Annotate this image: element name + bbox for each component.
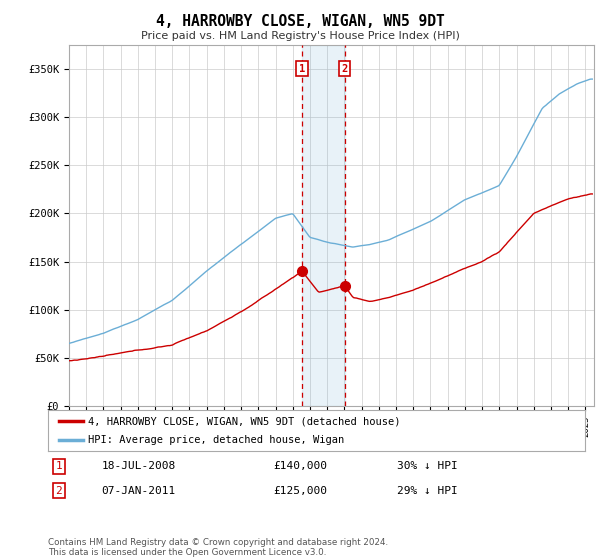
Text: 1: 1	[55, 461, 62, 472]
Text: Price paid vs. HM Land Registry's House Price Index (HPI): Price paid vs. HM Land Registry's House …	[140, 31, 460, 41]
Text: 30% ↓ HPI: 30% ↓ HPI	[397, 461, 458, 472]
Text: Contains HM Land Registry data © Crown copyright and database right 2024.
This d: Contains HM Land Registry data © Crown c…	[48, 538, 388, 557]
Text: £140,000: £140,000	[274, 461, 328, 472]
Text: 4, HARROWBY CLOSE, WIGAN, WN5 9DT (detached house): 4, HARROWBY CLOSE, WIGAN, WN5 9DT (detac…	[88, 417, 401, 426]
Text: 4, HARROWBY CLOSE, WIGAN, WN5 9DT: 4, HARROWBY CLOSE, WIGAN, WN5 9DT	[155, 14, 445, 29]
Text: 29% ↓ HPI: 29% ↓ HPI	[397, 486, 458, 496]
Text: 2: 2	[55, 486, 62, 496]
Text: 1: 1	[299, 64, 305, 74]
Text: £125,000: £125,000	[274, 486, 328, 496]
Text: 18-JUL-2008: 18-JUL-2008	[102, 461, 176, 472]
Text: 07-JAN-2011: 07-JAN-2011	[102, 486, 176, 496]
Text: HPI: Average price, detached house, Wigan: HPI: Average price, detached house, Wiga…	[88, 435, 344, 445]
Bar	[302, 45, 345, 406]
Text: 2: 2	[341, 64, 348, 74]
